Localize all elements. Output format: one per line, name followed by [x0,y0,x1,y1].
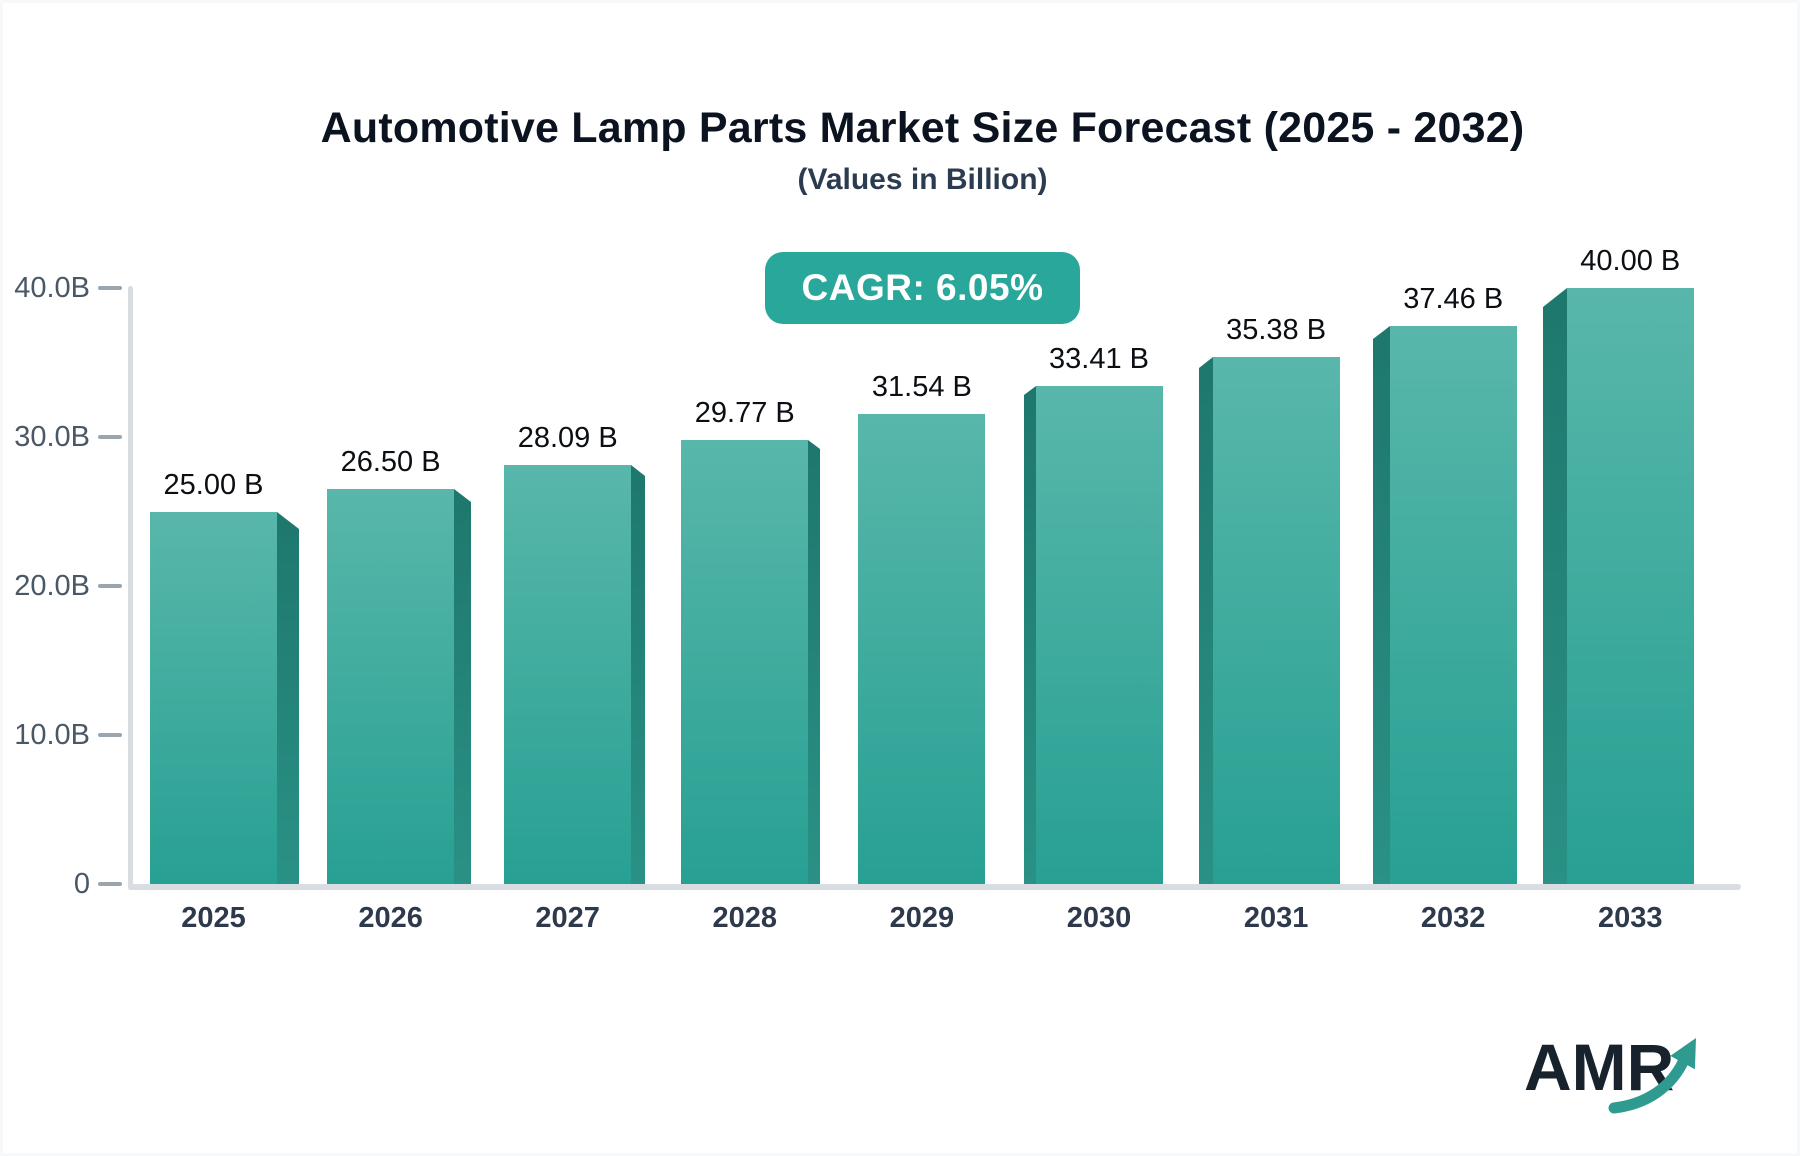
growth-arrow-icon [1608,1038,1696,1114]
chart-subtitle: (Values in Billion) [797,163,1048,196]
bar-face [681,440,809,884]
bar-face [327,489,455,884]
x-axis-label-2027: 2027 [535,902,600,934]
bar-side-shade [631,465,646,884]
bar-2032[interactable] [1372,326,1517,884]
bar-2026[interactable] [327,489,472,884]
bar-value-label: 29.77 B [694,397,795,429]
amr-logo: AMR [1524,1026,1719,1118]
x-axis-label-2028: 2028 [712,902,778,934]
bar-value-label: 31.54 B [871,371,972,403]
bar-face [150,512,277,884]
x-axis-label-2030: 2030 [1066,902,1132,934]
bar-side-shade [1023,386,1036,884]
bar-face [1212,357,1340,884]
y-axis-tick-label: 20.0B [14,570,90,602]
bar-2029[interactable] [858,414,986,884]
bar-side-shade [1372,326,1390,884]
bar-2027[interactable] [504,465,646,884]
bar-value-label: 33.41 B [1049,343,1149,375]
x-axis-label-2029: 2029 [889,902,955,934]
bar-2031[interactable] [1198,357,1340,884]
bar-face [1035,386,1163,884]
bar-face [1566,288,1694,884]
bar-side-shade [1542,288,1567,884]
bar-face [858,414,986,884]
y-axis-tick-mark [98,882,122,886]
bar-value-label: 25.00 B [163,469,264,501]
y-axis-tick-label: 30.0B [14,421,90,453]
x-axis-label-2033: 2033 [1598,902,1663,934]
y-axis-tick-mark [98,733,122,737]
bar-side-shade [277,512,299,884]
bar-face [504,465,632,884]
bar-2028[interactable] [681,440,821,884]
bar-value-label: 37.46 B [1403,283,1504,315]
y-axis-tick-mark [98,435,122,439]
amr-logo-graphic: AMR [1524,1030,1696,1114]
y-axis-tick-label: 10.0B [14,719,90,751]
x-axis-line [128,884,1741,890]
x-axis-label-2026: 2026 [358,902,423,934]
bar-side-shade [1198,357,1213,884]
bar-value-label: 35.38 B [1226,314,1327,346]
bar-side-shade [808,440,821,884]
bar-2033[interactable] [1542,288,1694,884]
page-title: Automotive Lamp Parts Market Size Foreca… [320,104,1525,152]
x-axis-label-2031: 2031 [1243,902,1309,934]
y-axis-line [128,286,133,890]
x-axis-label-2025: 2025 [181,902,246,934]
y-axis-tick-label: 40.0B [14,272,90,304]
y-axis-tick-mark [98,584,122,588]
cagr-badge-row: CAGR: 6.05% [45,252,1800,324]
bar-2025[interactable] [150,512,299,884]
cagr-badge: CAGR: 6.05% [764,252,1081,324]
bar-value-label: 28.09 B [517,422,618,454]
y-axis-tick-mark [98,286,122,290]
y-axis-tick-label: 0 [73,868,90,900]
bar-face [1389,326,1517,884]
bar-2030[interactable] [1023,386,1163,884]
bar-value-label: 26.50 B [340,446,441,478]
x-axis-label-2032: 2032 [1420,902,1486,934]
bar-side-shade [454,489,472,884]
bar-value-label: 40.00 B [1580,245,1681,277]
